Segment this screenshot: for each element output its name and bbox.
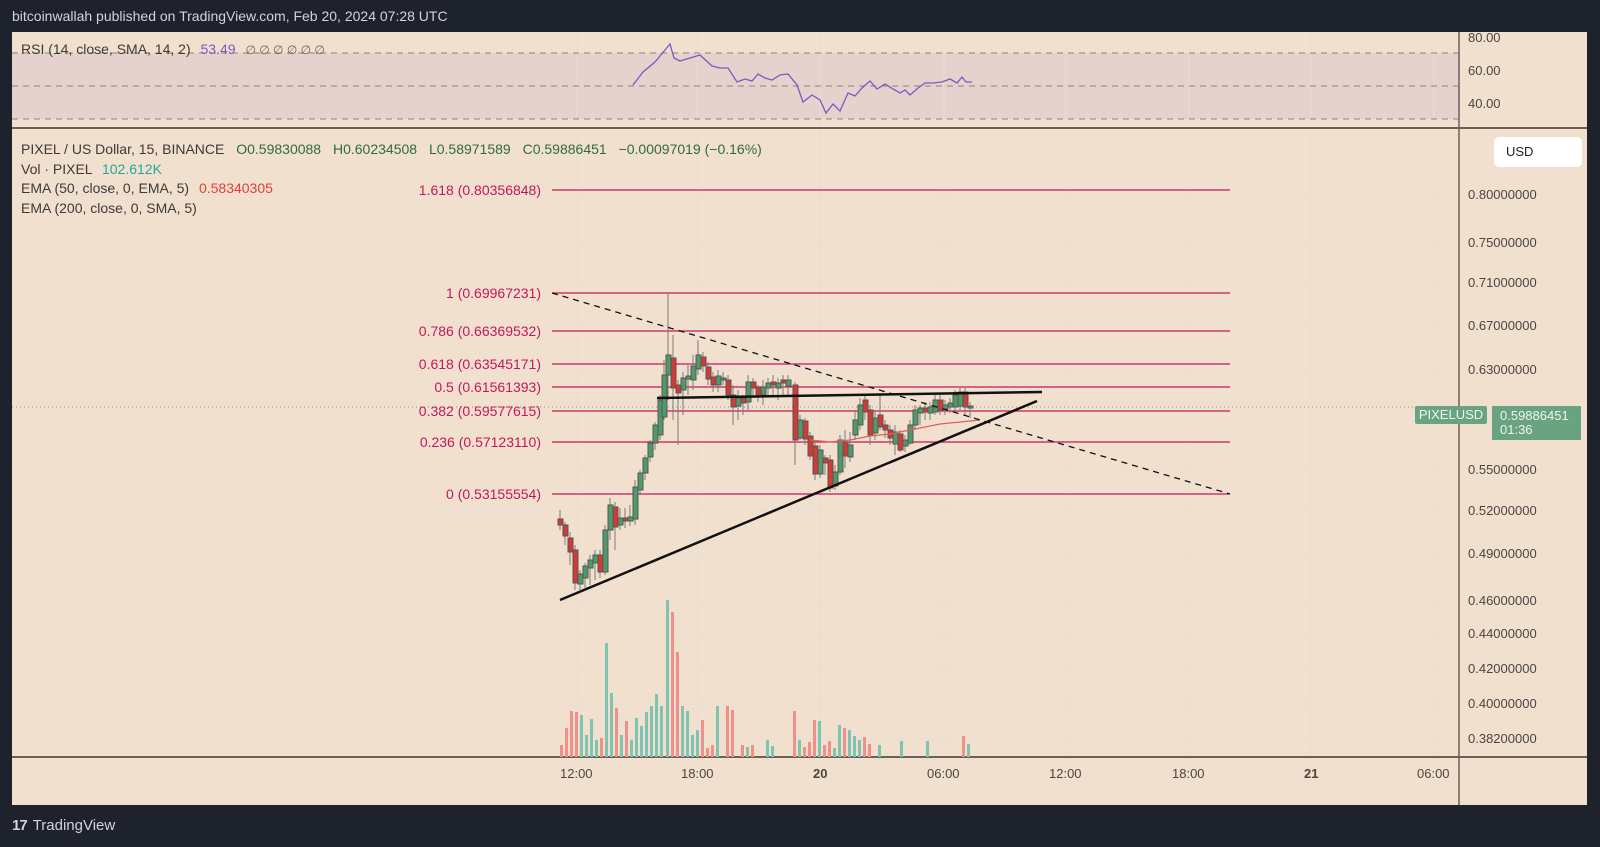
symbol-price-tag: PIXELUSD: [1415, 406, 1487, 424]
rsi-extra-values: ∅ ∅ ∅ ∅ ∅ ∅: [245, 43, 325, 57]
price-axis-label: 0.40000000: [1468, 696, 1537, 711]
ema200-legend[interactable]: EMA (200, close, 0, SMA, 5): [21, 200, 197, 216]
rsi-axis-40: 40.00: [1468, 96, 1501, 111]
currency-button[interactable]: USD: [1494, 137, 1582, 167]
fib-levels: [552, 189, 1230, 495]
time-axis-label: 18:00: [1172, 766, 1205, 781]
tradingview-logo-icon: 17: [12, 817, 28, 834]
time-axis-label: 20: [813, 766, 828, 781]
rsi-axis-80: 80.00: [1468, 30, 1501, 45]
rsi-value: 53.49: [200, 41, 236, 57]
price-axis-label: 0.38200000: [1468, 731, 1537, 746]
price-axis-label: 0.67000000: [1468, 318, 1537, 333]
price-axis-label: 0.52000000: [1468, 503, 1537, 518]
price-axis-label: 0.49000000: [1468, 546, 1537, 561]
fib-label-0786: 0.786 (0.66369532): [418, 323, 541, 339]
volume-legend[interactable]: Vol · PIXEL 102.612K: [21, 161, 162, 177]
symbol-legend[interactable]: PIXEL / US Dollar, 15, BINANCE O0.598300…: [21, 141, 762, 157]
time-axis-label: 06:00: [927, 766, 960, 781]
ohlc-close: C0.59886451: [522, 141, 607, 157]
ema200-label: EMA (200, close, 0, SMA, 5): [21, 200, 197, 216]
ascending-trendline: [559, 399, 1038, 602]
ema50-label: EMA (50, close, 0, EMA, 5): [21, 180, 190, 196]
price-axis-label: 0.80000000: [1468, 187, 1537, 202]
last-price-value: 0.59886451: [1500, 408, 1569, 423]
fib-label-0382: 0.382 (0.59577615): [418, 403, 541, 419]
price-axis-label: 0.55000000: [1468, 462, 1537, 477]
price-axis-label: 0.44000000: [1468, 626, 1537, 641]
grid-lines: [12, 32, 1459, 757]
rsi-line: [632, 42, 972, 115]
fib-label-0: 0 (0.53155554): [446, 486, 541, 502]
price-axis-label: 0.46000000: [1468, 593, 1537, 608]
ema50-line: [809, 419, 981, 443]
rsi-label: RSI (14, close, SMA, 14, 2): [21, 41, 191, 57]
time-axis-label: 18:00: [681, 766, 714, 781]
ohlc-open: O0.59830088: [236, 141, 322, 157]
footer-brand[interactable]: 17 TradingView: [12, 817, 115, 834]
ohlc-low: L0.58971589: [428, 141, 511, 157]
price-axis-label: 0.75000000: [1468, 235, 1537, 250]
publish-attribution: bitcoinwallah published on TradingView.c…: [12, 8, 448, 24]
price-axis-label: 0.63000000: [1468, 362, 1537, 377]
time-axis-label: 12:00: [560, 766, 593, 781]
rsi-axis-60: 60.00: [1468, 63, 1501, 78]
fib-label-1: 1 (0.69967231): [446, 285, 541, 301]
rsi-legend[interactable]: RSI (14, close, SMA, 14, 2) 53.49 ∅ ∅ ∅ …: [21, 41, 325, 57]
bar-countdown: 01:36: [1500, 422, 1533, 437]
rsi-band: [12, 53, 1459, 119]
resistance-line: [656, 390, 1043, 400]
volume-label: Vol · PIXEL: [21, 161, 93, 177]
last-price-tag: 0.59886451 01:36: [1492, 406, 1581, 440]
time-axis-label: 12:00: [1049, 766, 1082, 781]
symbol-title: PIXEL / US Dollar, 15, BINANCE: [21, 141, 225, 157]
fib-label-0236: 0.236 (0.57123110): [419, 434, 541, 450]
price-axis-label: 0.71000000: [1468, 275, 1537, 290]
ohlc-high: H0.60234508: [332, 141, 418, 157]
fib-label-0618: 0.618 (0.63545171): [418, 356, 541, 372]
ema50-legend[interactable]: EMA (50, close, 0, EMA, 5) 0.58340305: [21, 180, 273, 196]
volume-value: 102.612K: [101, 161, 162, 177]
time-axis-label: 21: [1304, 766, 1319, 781]
fib-label-1618: 1.618 (0.80356848): [418, 182, 541, 198]
volume-bars: [560, 600, 970, 757]
ema50-value: 0.58340305: [198, 180, 273, 196]
price-axis-label: 0.42000000: [1468, 661, 1537, 676]
ohlc-change: −0.00097019 (−0.16%): [618, 141, 762, 157]
brand-name: TradingView: [32, 817, 116, 834]
fib-label-05: 0.5 (0.61561393): [434, 379, 541, 395]
time-axis-label: 06:00: [1417, 766, 1450, 781]
